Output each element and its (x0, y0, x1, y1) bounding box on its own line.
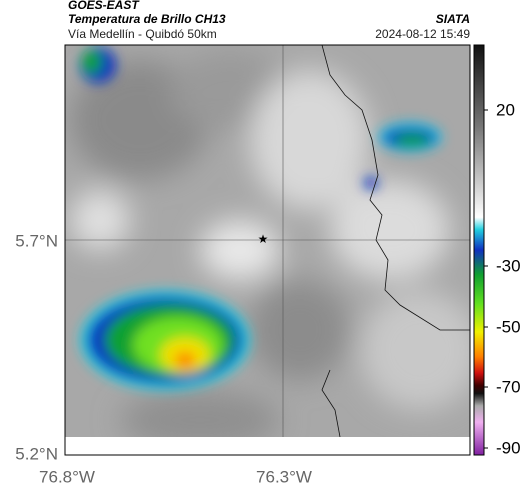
colorbar-label: 20 (496, 100, 515, 119)
lon-label: 76.8°W (39, 467, 95, 486)
colorbar-label: -90 (496, 438, 521, 457)
border (321, 45, 470, 331)
lon-label: 76.3°W (256, 467, 312, 486)
colorbar-ticks (484, 109, 488, 449)
city-marker: ★ (258, 232, 269, 246)
colorbar-label: -50 (496, 317, 521, 336)
source: GOES-EAST (68, 0, 140, 12)
colorbar-label: -70 (496, 377, 521, 396)
subtitle: Vía Medellín - Quibdó 50km (68, 27, 217, 41)
colorbar-label: -30 (496, 256, 521, 275)
org: SIATA (436, 12, 470, 26)
colorbar (473, 44, 485, 456)
lat-label: 5.7°N (15, 231, 58, 250)
datetime: 2024-08-12 15:49 (375, 27, 470, 41)
plot-frame (64, 44, 471, 456)
lat-label: 5.2°N (15, 444, 58, 463)
satellite-image: ★ (65, 45, 470, 437)
title: Temperatura de Brillo CH13 (68, 12, 226, 26)
border (321, 369, 341, 437)
